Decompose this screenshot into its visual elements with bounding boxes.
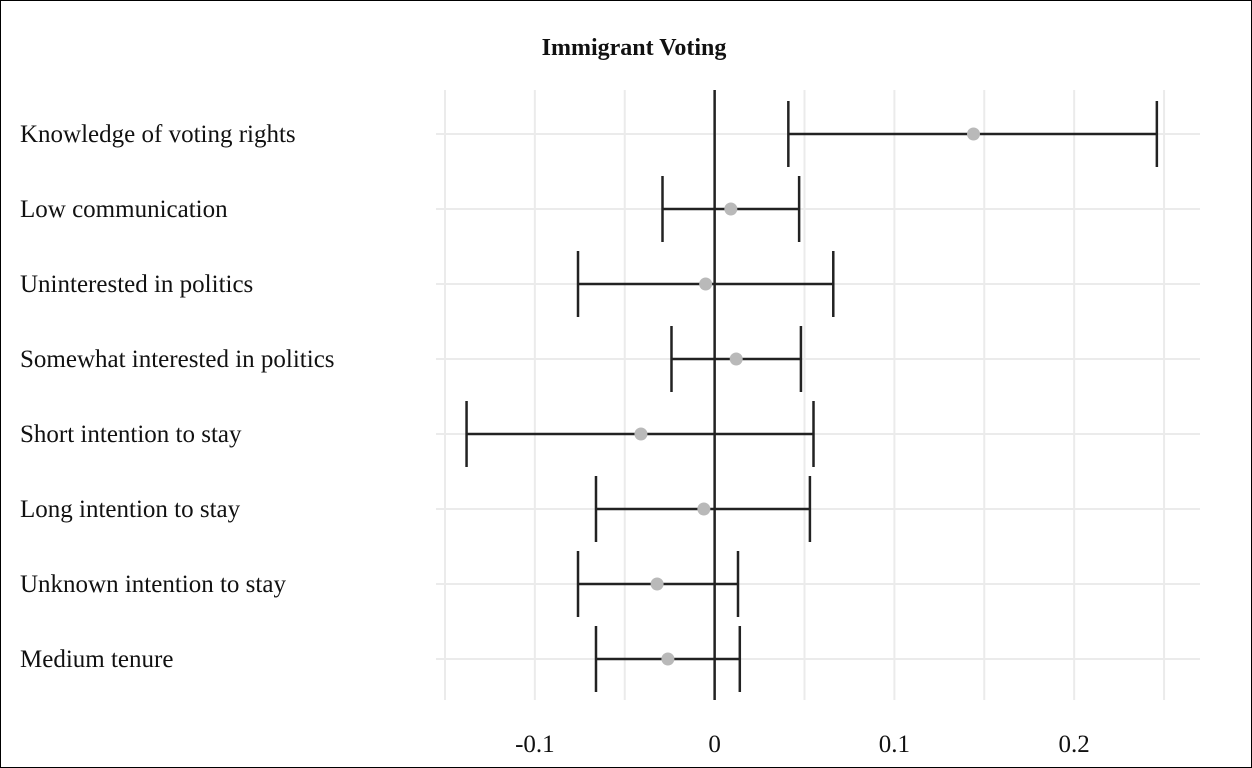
x-tick-label: -0.1 [515, 731, 555, 758]
category-label: Somewhat interested in politics [20, 346, 335, 373]
point-estimate [729, 352, 743, 366]
point-estimate [697, 502, 711, 516]
category-label: Short intention to stay [20, 421, 242, 448]
point-estimate [699, 277, 713, 291]
category-label: Knowledge of voting rights [20, 121, 296, 148]
point-estimate [661, 652, 675, 666]
category-label: Unknown intention to stay [20, 571, 286, 598]
point-estimate [634, 427, 648, 441]
errorbar-layer [465, 101, 1159, 692]
point-estimate [724, 202, 738, 216]
point-estimate [650, 577, 664, 591]
x-tick-label: 0 [708, 731, 721, 758]
x-tick-label-layer: -0.1 0 0.1 0.2 [515, 731, 1090, 758]
category-label: Uninterested in politics [20, 271, 253, 298]
x-tick-label: 0.2 [1059, 731, 1090, 758]
chart-title: Immigrant Voting [542, 35, 727, 61]
grid-layer [436, 90, 1200, 700]
point-estimate [966, 127, 980, 141]
category-label: Low communication [20, 196, 228, 223]
x-tick-label: 0.1 [879, 731, 910, 758]
category-label-layer: Knowledge of voting rights Low communicat… [20, 121, 335, 673]
category-label: Long intention to stay [20, 496, 241, 523]
category-label: Medium tenure [20, 646, 173, 673]
